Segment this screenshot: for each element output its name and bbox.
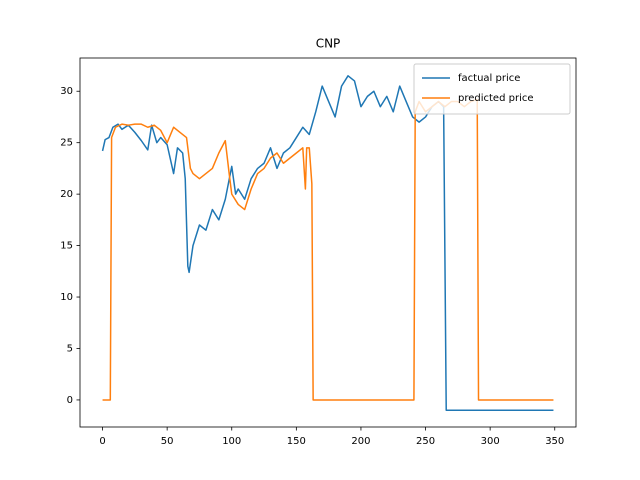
x-tick-label: 300: [481, 436, 500, 447]
chart-title: CNP: [316, 37, 341, 51]
x-tick-label: 350: [545, 436, 564, 447]
y-tick-label: 15: [60, 241, 73, 252]
y-tick-label: 10: [60, 292, 73, 303]
plot-frame: [79, 57, 577, 428]
x-tick-label: 150: [287, 436, 306, 447]
y-tick-label: 25: [60, 138, 73, 149]
legend-label: predicted price: [458, 93, 534, 104]
y-tick-label: 20: [60, 189, 73, 200]
x-tick-label: 0: [99, 436, 105, 447]
legend-box: [413, 63, 571, 115]
legend-label: factual price: [458, 73, 520, 84]
x-tick-label: 250: [416, 436, 435, 447]
y-tick-label: 5: [67, 343, 73, 354]
x-tick-label: 100: [222, 436, 241, 447]
y-tick-label: 30: [60, 86, 73, 97]
x-tick-label: 200: [351, 436, 370, 447]
y-tick-label: 0: [67, 395, 73, 406]
x-tick-label: 50: [161, 436, 174, 447]
data-line: [101, 75, 554, 411]
